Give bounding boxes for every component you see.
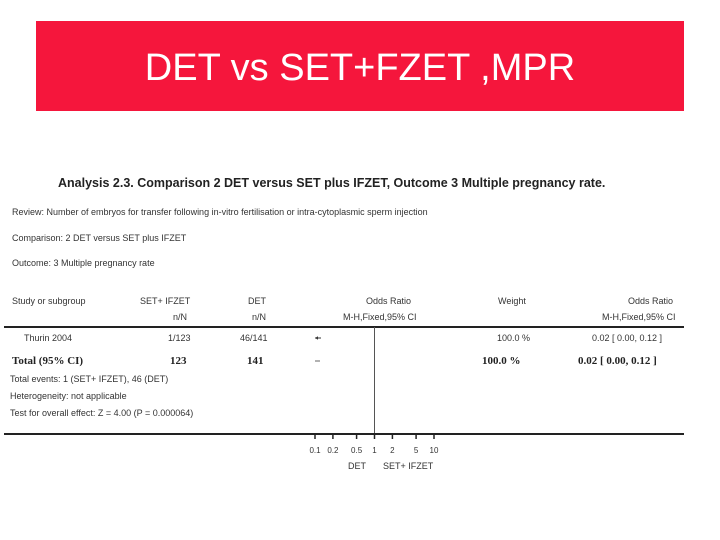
x-tick-label: 10	[430, 446, 439, 455]
header-or: Odds Ratio	[628, 296, 674, 306]
outcome-line: Outcome: 3 Multiple pregnancy rate	[12, 258, 155, 268]
total-weight: 100.0 %	[482, 355, 521, 367]
title-banner: DET vs SET+FZET ,MPR	[36, 21, 684, 111]
slide-title: DET vs SET+FZET ,MPR	[144, 47, 576, 89]
axis-left-label: DET	[348, 461, 366, 471]
row-group2: 46/141	[240, 333, 268, 343]
row-group1: 1/123	[168, 333, 191, 343]
total-label: Total (95% CI)	[12, 355, 84, 367]
footnote-events: Total events: 1 (SET+ IFZET), 46 (DET)	[10, 374, 169, 384]
comparison-line: Comparison: 2 DET versus SET plus IFZET	[12, 233, 187, 243]
header-study: Study or subgroup	[12, 296, 86, 306]
total-group1: 123	[170, 355, 187, 367]
x-tick-label: 2	[390, 446, 395, 455]
header-plot: Odds Ratio	[366, 296, 412, 306]
analysis-title: Analysis 2.3. Comparison 2 DET versus SE…	[58, 176, 606, 190]
x-tick-label: 0.5	[351, 446, 363, 455]
header-rule	[4, 326, 684, 328]
footnote-heterogeneity: Heterogeneity: not applicable	[10, 391, 127, 401]
header-group1: SET+ IFZET	[140, 296, 191, 306]
x-tick-label: 0.1	[309, 446, 321, 455]
review-line: Review: Number of embryos for transfer f…	[12, 207, 428, 217]
row-weight: 100.0 %	[497, 333, 531, 343]
row-or: 0.02 [ 0.00, 0.12 ]	[592, 333, 663, 343]
row-study: Thurin 2004	[24, 333, 73, 343]
footnote-overall: Test for overall effect: Z = 4.00 (P = 0…	[10, 408, 194, 418]
header-group1-sub: n/N	[173, 312, 188, 322]
axis-right-label: SET+ IFZET	[383, 461, 434, 471]
header-or-sub: M-H,Fixed,95% CI	[602, 312, 676, 322]
header-group2: DET	[248, 296, 266, 306]
x-tick-label: 1	[372, 446, 377, 455]
header-weight: Weight	[498, 296, 526, 306]
total-or: 0.02 [ 0.00, 0.12 ]	[578, 355, 657, 367]
bottom-rule	[4, 433, 684, 435]
study-arrow-head	[315, 336, 318, 340]
total-group2: 141	[247, 355, 264, 367]
x-tick-label: 0.2	[327, 446, 339, 455]
header-group2-sub: n/N	[252, 312, 267, 322]
header-plot-sub: M-H,Fixed,95% CI	[343, 312, 417, 322]
x-tick-label: 5	[414, 446, 419, 455]
